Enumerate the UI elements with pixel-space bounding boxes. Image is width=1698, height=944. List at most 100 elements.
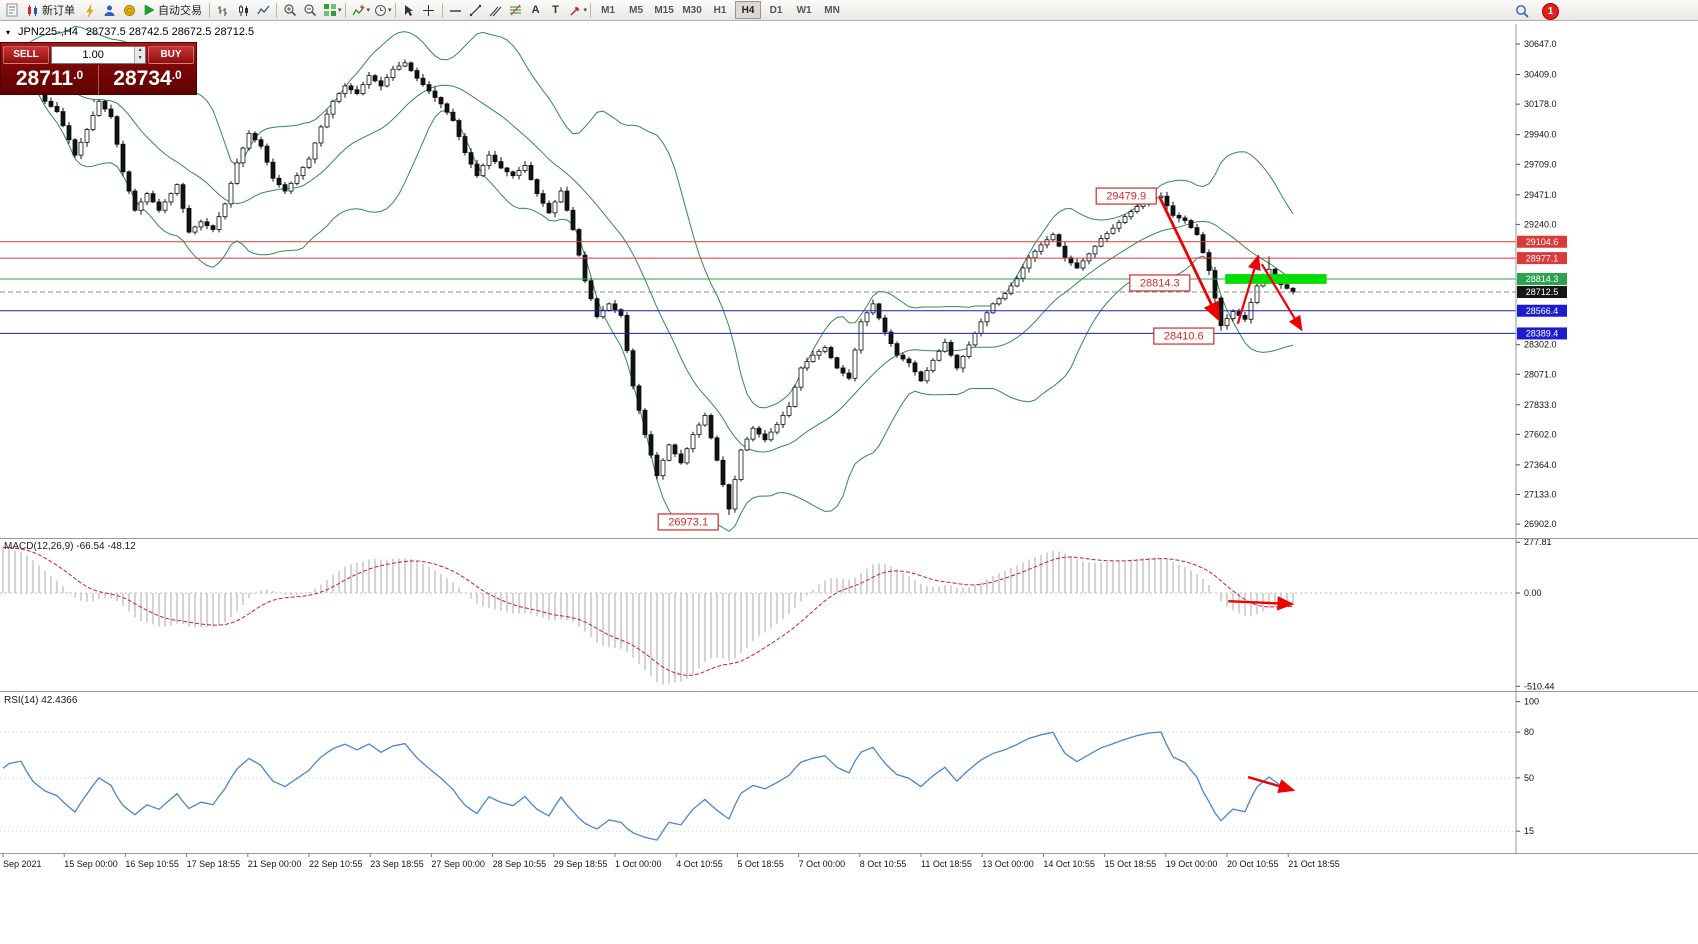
indicators-caret-icon[interactable]: ▾ xyxy=(366,7,371,14)
rsi-arrow[interactable] xyxy=(1247,775,1296,793)
macd-tick-label: -510.44 xyxy=(1524,681,1555,691)
indicators-icon[interactable] xyxy=(349,1,369,19)
trade-panel-collapse-icon[interactable]: ▾ xyxy=(92,96,97,105)
tile-windows-caret-icon[interactable]: ▾ xyxy=(338,7,342,14)
timeframe-d1[interactable]: D1 xyxy=(769,4,783,16)
fibonacci-tool-icon[interactable] xyxy=(506,1,526,19)
price-tick-label: 27133.0 xyxy=(1524,490,1557,500)
zoom-out-icon[interactable] xyxy=(300,1,320,19)
tile-windows-icon[interactable] xyxy=(320,1,340,19)
time-axis[interactable]: Sep 2021 15 Sep 00:00 16 Sep 10:55 17 Sep 1… xyxy=(2,853,1340,870)
sell-button[interactable]: SELL xyxy=(3,45,49,64)
chart-file-icon[interactable] xyxy=(2,1,22,19)
crosshair-icon[interactable] xyxy=(419,1,439,19)
volume-spinner: ▲ ▼ xyxy=(134,46,145,63)
search-icon[interactable] xyxy=(1512,2,1532,20)
market-icon[interactable] xyxy=(119,1,139,19)
volume-input[interactable] xyxy=(52,46,135,63)
new-order-label: 新订单 xyxy=(42,5,75,17)
time-axis-label: 8 Oct 10:55 xyxy=(860,859,907,869)
timeframe-w1[interactable]: W1 xyxy=(796,4,812,16)
rsi-tick-label: 80 xyxy=(1524,727,1534,737)
oneclick-toggle-icon[interactable]: ▾ xyxy=(6,27,11,37)
buy-price[interactable]: 28734 .0 xyxy=(99,65,196,95)
channel-tool-icon[interactable] xyxy=(486,1,506,19)
timeframe-h1[interactable]: H1 xyxy=(713,4,727,16)
price-tick-label: 30178.0 xyxy=(1524,99,1557,109)
bollinger-upper xyxy=(2,25,1294,409)
new-order-button[interactable]: 新订单 xyxy=(22,1,79,19)
bar-chart-type-icon[interactable] xyxy=(213,1,233,19)
timeframe-m30[interactable]: M30 xyxy=(682,4,702,16)
price-annotation-box[interactable] xyxy=(657,513,719,531)
price-tag-label: 28712.5 xyxy=(1526,287,1559,297)
timeframe-h4[interactable]: H4 xyxy=(735,1,762,19)
main-price-pane: 29479.9 28814.3 28410.6 26973.1 xyxy=(0,25,1516,532)
trend-arrow-1[interactable] xyxy=(1236,254,1261,325)
time-axis-label: 4 Oct 10:55 xyxy=(676,859,723,869)
text-label-tool-icon[interactable]: T xyxy=(552,4,559,16)
price-tag xyxy=(1517,235,1567,248)
time-axis-label: 17 Sep 18:55 xyxy=(187,859,241,869)
highlight-zone[interactable] xyxy=(1225,274,1327,284)
price-tag xyxy=(1517,252,1567,265)
price-tick-label: 27602.0 xyxy=(1524,429,1557,439)
time-axis-label: 15 Oct 18:55 xyxy=(1105,859,1157,869)
arrows-tool-icon[interactable] xyxy=(566,1,586,19)
candlestick-chart-type-icon[interactable] xyxy=(233,1,253,19)
line-chart-type-icon[interactable] xyxy=(253,1,273,19)
volume-decrease-icon[interactable]: ▼ xyxy=(135,54,145,63)
macd-histogram xyxy=(2,547,1294,685)
text-tool-icon[interactable]: A xyxy=(531,4,540,16)
trend-arrow-2[interactable] xyxy=(1260,263,1303,332)
profile-icon[interactable] xyxy=(99,1,119,19)
time-axis-label: 23 Sep 18:55 xyxy=(370,859,424,869)
period-caret-icon[interactable]: ▾ xyxy=(388,7,392,14)
macd-arrow[interactable] xyxy=(1228,596,1295,611)
price-axis[interactable]: 30647.0 30409.0 30178.0 29940.0 29709.0 29471… xyxy=(1515,24,1567,854)
chart-header: ▾ JPN225-,H4 28737.5 28742.5 28672.5 287… xyxy=(6,26,254,38)
expert-icon[interactable] xyxy=(79,1,99,19)
macd-signal-line xyxy=(2,546,1294,676)
price-tick-label: 27833.0 xyxy=(1524,400,1557,410)
time-axis-label: 16 Sep 10:55 xyxy=(125,859,179,869)
toolbar-separator xyxy=(441,2,443,18)
rsi-indicator-label: RSI(14) 42.4366 xyxy=(4,695,78,706)
cursor-icon[interactable] xyxy=(399,1,419,19)
price-tick-label: 28071.0 xyxy=(1524,369,1557,379)
timeframe-m15[interactable]: M15 xyxy=(654,4,674,16)
price-annotation-box[interactable] xyxy=(1129,274,1191,292)
horizontal-line-tool-icon[interactable] xyxy=(446,1,466,19)
zoom-in-icon[interactable] xyxy=(280,1,300,19)
time-axis-label: 13 Oct 00:00 xyxy=(982,859,1034,869)
trendline-tool-icon[interactable] xyxy=(466,1,486,19)
timeframe-m1[interactable]: M1 xyxy=(601,4,616,16)
price-tick-label: 30409.0 xyxy=(1524,70,1557,80)
rsi-line xyxy=(2,731,1294,841)
auto-trading-button[interactable]: 自动交易 xyxy=(139,1,206,19)
macd-indicator-label: MACD(12,26,9) -66.54 -48.12 xyxy=(4,541,136,552)
sell-price[interactable]: 28711 .0 xyxy=(1,65,98,95)
notification-badge[interactable]: 1 xyxy=(1542,2,1559,20)
time-axis-label: 11 Oct 18:55 xyxy=(921,859,972,869)
price-annotation-box[interactable] xyxy=(1153,327,1215,345)
period-clock-icon[interactable] xyxy=(370,1,390,19)
price-annotation-text: 26973.1 xyxy=(668,516,708,528)
arrows-tool-caret-icon[interactable]: ▾ xyxy=(583,7,588,14)
macd-pane xyxy=(0,546,1516,685)
price-tag xyxy=(1517,304,1567,317)
timeframe-m5[interactable]: M5 xyxy=(629,4,644,16)
sell-price-frac: .0 xyxy=(73,68,84,82)
auto-trading-label: 自动交易 xyxy=(158,5,202,17)
price-tag xyxy=(1517,286,1567,299)
volume-increase-icon[interactable]: ▲ xyxy=(135,46,145,55)
buy-button[interactable]: BUY xyxy=(148,45,194,64)
price-tick-label: 30647.0 xyxy=(1524,39,1557,49)
trend-arrow-0[interactable] xyxy=(1158,196,1220,322)
timeframe-mn[interactable]: MN xyxy=(824,4,840,16)
price-annotation-box[interactable] xyxy=(1095,187,1157,205)
price-tick-label: 28302.0 xyxy=(1524,340,1557,350)
play-icon xyxy=(144,4,155,16)
candlestick-series xyxy=(0,44,1296,516)
